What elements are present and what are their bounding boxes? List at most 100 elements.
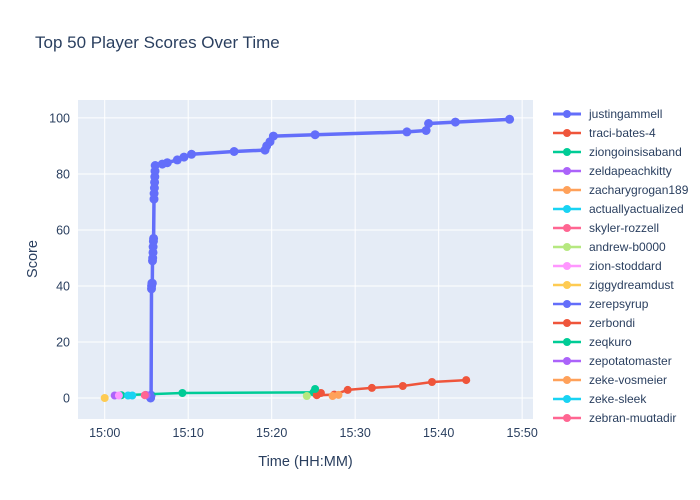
- series-marker: [398, 382, 407, 390]
- x-tick-label: 15:20: [256, 426, 287, 440]
- legend-dot: [563, 318, 571, 327]
- legend-dot: [563, 394, 571, 403]
- series-marker: [178, 389, 187, 397]
- legend-marker: [553, 394, 581, 403]
- legend-marker: [553, 375, 581, 384]
- series-marker: [428, 378, 436, 386]
- series-marker: [424, 119, 434, 128]
- legend: justingammell traci-bates-4 ziongoinsisaba…: [553, 104, 700, 422]
- legend-item-traci-bates-4[interactable]: traci-bates-4: [553, 123, 700, 142]
- series-zebran-muqtadir: [140, 391, 149, 400]
- x-tick-label: 15:30: [340, 426, 371, 440]
- series-zeke-vosmeier: [334, 390, 343, 399]
- x-tick-label: 15:00: [89, 426, 120, 440]
- series-marker: [268, 131, 278, 141]
- legend-label: zepotatomaster: [589, 353, 672, 368]
- y-axis-title: Score: [25, 240, 41, 278]
- legend-dot: [563, 204, 571, 213]
- series-marker: [311, 385, 320, 393]
- legend-label: ziongoinsisaband: [589, 144, 682, 159]
- series-zion-stoddard: [114, 391, 123, 400]
- legend-item-zion-stoddard[interactable]: zion-stoddard: [553, 256, 700, 275]
- legend-label: zerbondi: [589, 315, 636, 330]
- series-andrew-b0000: [302, 392, 311, 400]
- legend-dot: [563, 242, 571, 251]
- series-marker: [310, 130, 320, 140]
- series-marker: [316, 389, 325, 397]
- series-marker: [149, 233, 159, 243]
- legend-marker: [553, 128, 581, 137]
- legend-marker: [553, 166, 581, 175]
- legend-dot: [563, 356, 571, 365]
- legend-label: andrew-b0000: [589, 239, 666, 254]
- series-marker: [505, 114, 515, 124]
- series-marker: [302, 392, 311, 400]
- legend-marker: [553, 185, 581, 194]
- legend-dot: [563, 337, 571, 346]
- legend-label: traci-bates-4: [589, 125, 656, 140]
- legend-item-actuallyactualized[interactable]: actuallyactualized: [553, 199, 700, 218]
- legend-label: zeldapeachkitty: [589, 163, 672, 178]
- legend-item-zebran-muqtadir[interactable]: zebran-muqtadir: [553, 408, 700, 422]
- legend-label: ziggydreamdust: [589, 277, 674, 292]
- legend-dot: [563, 185, 571, 194]
- x-tick-label: 15:50: [507, 426, 538, 440]
- series-marker: [162, 158, 172, 168]
- legend-item-andrew-b0000[interactable]: andrew-b0000: [553, 237, 700, 256]
- legend-marker: [553, 280, 581, 289]
- y-tick-label: 80: [56, 167, 70, 181]
- series-zeqkuro: [311, 385, 320, 393]
- y-tick-label: 40: [56, 279, 70, 293]
- legend-label: justingammell: [589, 106, 663, 121]
- x-tick-label: 15:40: [423, 426, 454, 440]
- legend-label: zebran-muqtadir: [589, 410, 677, 423]
- series-marker: [462, 376, 471, 385]
- series-marker: [367, 383, 376, 392]
- legend-item-ziongoinsisaband[interactable]: ziongoinsisaband: [553, 142, 700, 161]
- legend-dot: [563, 299, 571, 308]
- legend-label: actuallyactualized: [589, 201, 684, 216]
- series-marker: [450, 117, 460, 127]
- legend-marker: [553, 204, 581, 213]
- legend-marker: [553, 356, 581, 365]
- y-tick-label: 100: [49, 111, 70, 125]
- legend-label: zeke-vosmeier: [589, 372, 668, 387]
- legend-dot: [563, 261, 571, 270]
- series-marker: [334, 390, 343, 399]
- legend-item-zacharygrogan189[interactable]: zacharygrogan189: [553, 180, 700, 199]
- legend-dot: [563, 413, 571, 422]
- series-marker: [100, 394, 109, 402]
- legend-marker: [553, 147, 581, 156]
- legend-item-ziggydreamdust[interactable]: ziggydreamdust: [553, 275, 700, 294]
- legend-dot: [563, 223, 571, 232]
- legend-item-justingammell[interactable]: justingammell: [553, 104, 700, 123]
- series-marker: [128, 391, 137, 400]
- legend-dot: [563, 147, 571, 156]
- legend-item-zeke-sleek[interactable]: zeke-sleek: [553, 389, 700, 408]
- series-marker: [150, 161, 160, 170]
- legend-item-zeke-vosmeier[interactable]: zeke-vosmeier: [553, 370, 700, 389]
- legend-marker: [553, 109, 581, 118]
- series-marker: [421, 126, 431, 135]
- series-zacharygrogan189: [328, 392, 337, 400]
- y-tick-label: 0: [63, 391, 70, 405]
- series-ziggydreamdust: [100, 394, 109, 402]
- y-tick-label: 60: [56, 223, 70, 237]
- series-marker: [140, 391, 149, 400]
- legend-item-zeqkuro[interactable]: zeqkuro: [553, 332, 700, 351]
- legend-marker: [553, 242, 581, 251]
- legend-marker: [553, 261, 581, 270]
- legend-marker: [553, 223, 581, 232]
- legend-marker: [553, 318, 581, 327]
- legend-dot: [563, 375, 571, 384]
- legend-label: skyler-rozzell: [589, 220, 660, 235]
- series-marker: [343, 385, 352, 394]
- legend-item-skyler-rozzell[interactable]: skyler-rozzell: [553, 218, 700, 237]
- legend-item-zepotatomaster[interactable]: zepotatomaster: [553, 351, 700, 370]
- legend-item-zerbondi[interactable]: zerbondi: [553, 313, 700, 332]
- legend-label: zeke-sleek: [589, 391, 647, 406]
- legend-item-zerepsyrup[interactable]: zerepsyrup: [553, 294, 700, 313]
- legend-item-zeldapeachkitty[interactable]: zeldapeachkitty: [553, 161, 700, 180]
- series-zeke-sleek: [128, 391, 137, 400]
